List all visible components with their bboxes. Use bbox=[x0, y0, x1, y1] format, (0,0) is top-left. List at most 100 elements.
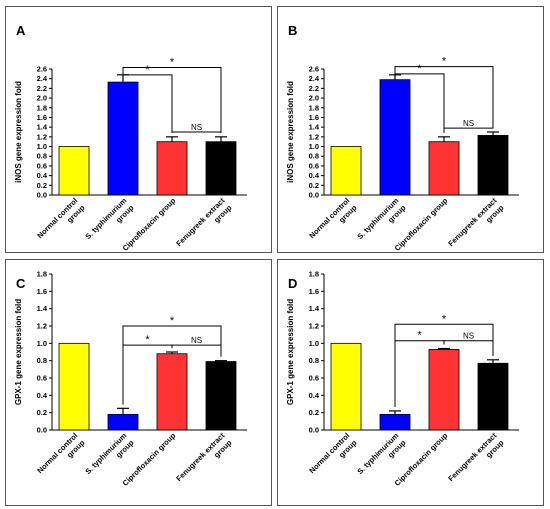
y-tick-label: 0.0 bbox=[309, 426, 319, 435]
y-tick-label: 0.6 bbox=[37, 374, 47, 383]
y-tick-label: 1.4 bbox=[309, 123, 320, 132]
bar bbox=[156, 141, 188, 196]
y-tick-label: 1.2 bbox=[37, 132, 47, 141]
y-tick-label: 1.2 bbox=[309, 132, 319, 141]
y-tick-label: 0.8 bbox=[37, 356, 47, 365]
significance-label: NS bbox=[191, 123, 202, 132]
bar bbox=[477, 362, 509, 431]
y-tick-label: 0.4 bbox=[309, 171, 320, 180]
y-tick-label: 0.4 bbox=[37, 171, 48, 180]
y-axis-label: iNOS gene expression fold bbox=[286, 81, 295, 183]
significance-bracket bbox=[394, 323, 494, 407]
significance-bracket bbox=[122, 325, 222, 405]
y-tick-label: 2.6 bbox=[37, 65, 47, 74]
y-tick-label: 2.4 bbox=[309, 74, 320, 83]
bar bbox=[205, 141, 237, 196]
y-tick-label: 0.0 bbox=[37, 191, 47, 200]
y-tick-label: 0.6 bbox=[37, 161, 47, 170]
y-tick-label: 1.4 bbox=[309, 304, 320, 313]
significance-bracket bbox=[394, 70, 445, 133]
bar bbox=[379, 79, 411, 196]
panel-label: D bbox=[288, 276, 297, 291]
bar bbox=[330, 146, 362, 196]
significance-bracket bbox=[443, 127, 494, 133]
significance-bracket bbox=[171, 131, 222, 133]
y-axis-label: GPX-1 gene expression fold bbox=[286, 299, 295, 405]
bar bbox=[205, 361, 237, 431]
y-tick-label: 0.6 bbox=[309, 161, 319, 170]
y-tick-label: 0.6 bbox=[309, 374, 319, 383]
bar bbox=[58, 342, 90, 431]
y-tick-label: 1.0 bbox=[37, 142, 47, 151]
significance-label: NS bbox=[463, 119, 474, 128]
panel-label: A bbox=[16, 23, 26, 38]
chart-svg: D GPX-1 gene expression fold 0.0 0.2 0.4 0.6 0… bbox=[286, 270, 519, 488]
significance-label: * bbox=[170, 57, 175, 69]
bar bbox=[156, 353, 188, 431]
y-tick-label: 0.8 bbox=[309, 152, 319, 161]
y-tick-label: 1.8 bbox=[309, 270, 319, 279]
bar bbox=[107, 413, 139, 431]
panel-label: C bbox=[16, 276, 26, 291]
panel-label: B bbox=[288, 23, 297, 38]
significance-label: * bbox=[170, 315, 175, 327]
y-tick-label: 1.4 bbox=[37, 304, 48, 313]
y-tick-label: 0.8 bbox=[37, 152, 47, 161]
y-tick-label: 1.8 bbox=[37, 270, 47, 279]
y-tick-label: 2.6 bbox=[309, 65, 319, 74]
bar bbox=[379, 413, 411, 431]
y-tick-label: 2.0 bbox=[37, 94, 47, 103]
significance-label: * bbox=[145, 334, 150, 346]
significance-bracket bbox=[122, 70, 173, 133]
y-tick-label: 1.6 bbox=[37, 113, 47, 122]
y-tick-label: 1.8 bbox=[37, 103, 47, 112]
y-tick-label: 0.4 bbox=[309, 391, 320, 400]
bar bbox=[107, 81, 139, 196]
y-tick-label: 1.6 bbox=[37, 287, 47, 296]
significance-label: * bbox=[145, 64, 150, 76]
y-tick-label: 0.0 bbox=[37, 426, 47, 435]
significance-bracket bbox=[394, 66, 494, 128]
significance-label: * bbox=[417, 330, 422, 342]
y-tick-label: 0.2 bbox=[37, 181, 47, 190]
bar bbox=[428, 349, 460, 431]
y-tick-label: 2.4 bbox=[37, 74, 48, 83]
bar bbox=[330, 342, 362, 431]
y-tick-label: 0.2 bbox=[37, 408, 47, 417]
y-axis-label: GPX-1 gene expression fold bbox=[14, 299, 23, 405]
significance-label: * bbox=[442, 313, 447, 325]
y-tick-label: 1.6 bbox=[309, 287, 319, 296]
significance-bracket bbox=[443, 340, 494, 356]
y-tick-label: 1.4 bbox=[37, 123, 48, 132]
y-tick-label: 0.8 bbox=[309, 356, 319, 365]
y-tick-label: 0.2 bbox=[309, 408, 319, 417]
panel-c: C GPX-1 gene expression fold 0.0 0.2 0.4 0.6 0… bbox=[5, 259, 272, 506]
y-tick-label: 1.0 bbox=[309, 339, 319, 348]
bar bbox=[58, 146, 90, 196]
y-tick-label: 1.2 bbox=[309, 322, 319, 331]
bar bbox=[477, 134, 509, 196]
y-tick-label: 0.4 bbox=[37, 391, 48, 400]
significance-label: NS bbox=[463, 332, 474, 341]
y-tick-label: 2.2 bbox=[37, 84, 47, 93]
significance-label: NS bbox=[191, 336, 202, 345]
bar bbox=[428, 141, 460, 196]
chart-svg: C GPX-1 gene expression fold 0.0 0.2 0.4 0.6 0… bbox=[14, 270, 247, 488]
significance-bracket bbox=[171, 344, 222, 357]
y-tick-label: 1.6 bbox=[309, 113, 319, 122]
y-tick-label: 0.2 bbox=[309, 181, 319, 190]
significance-bracket bbox=[122, 67, 222, 133]
y-tick-label: 2.0 bbox=[309, 94, 319, 103]
y-tick-label: 1.2 bbox=[37, 322, 47, 331]
significance-label: * bbox=[442, 56, 447, 68]
panel-d: D GPX-1 gene expression fold 0.0 0.2 0.4 0.6 0… bbox=[277, 259, 544, 506]
